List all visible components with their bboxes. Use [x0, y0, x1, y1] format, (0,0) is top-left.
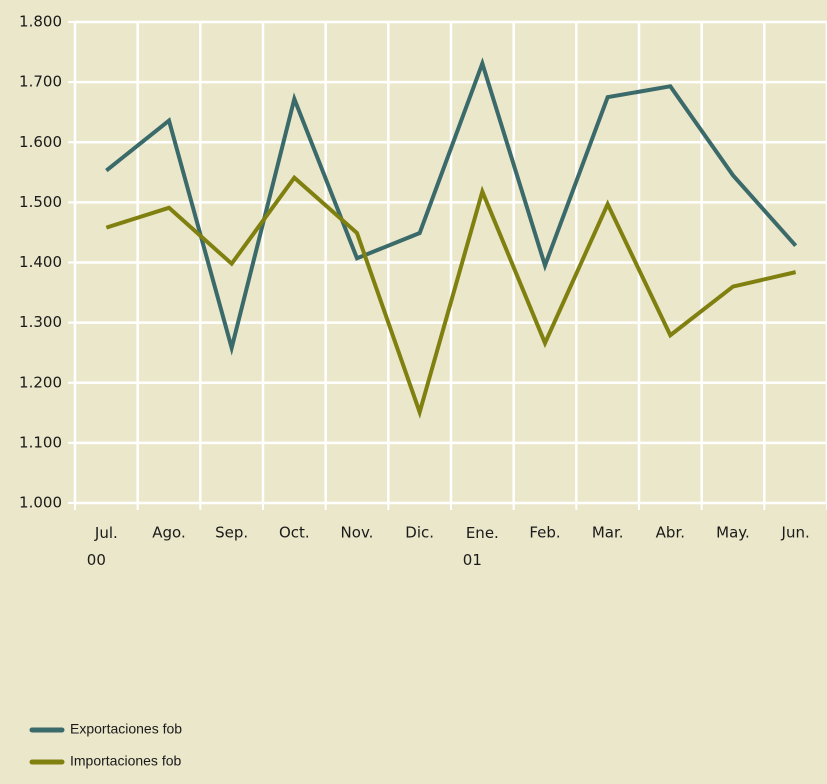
x-tick-label-line: 01: [463, 551, 482, 569]
x-tick-label-line: 00: [87, 551, 106, 569]
y-tick-label: 1.200: [19, 373, 62, 391]
series-line: [105, 174, 797, 419]
x-tick-label-line: Jul.: [94, 524, 118, 542]
y-tick-label: 1.800: [19, 13, 62, 31]
series-line: [105, 57, 798, 356]
y-tick-label: 1.500: [19, 193, 62, 211]
y-tick-label: 1.400: [19, 253, 62, 271]
legend-label: Importaciones fob: [70, 753, 181, 769]
x-tick-label: May.: [716, 524, 750, 542]
x-tick-label: Nov.: [341, 524, 374, 542]
x-tick-label: Sep.: [215, 524, 248, 542]
x-tick-label: Feb.: [529, 524, 560, 542]
y-tick-label: 1.000: [19, 494, 62, 512]
x-tick-label: Dic.: [405, 524, 434, 542]
y-tick-label: 1.700: [19, 73, 62, 91]
x-tick-label-line: Ene.: [466, 524, 499, 542]
x-tick-label: Ene. 01: [463, 524, 499, 569]
x-tick-label: Abr.: [656, 524, 685, 542]
x-tick-label: Oct.: [279, 524, 310, 542]
x-tick-label: Mar.: [592, 524, 624, 542]
x-tick-label: Ago.: [152, 524, 185, 542]
x-tick-label: Jul. 00: [87, 524, 118, 569]
x-tick-label: Jun.: [781, 524, 810, 542]
y-tick-label: 1.100: [19, 433, 62, 451]
legend-label: Exportaciones fob: [70, 721, 182, 737]
y-tick-label: 1.600: [19, 133, 62, 151]
y-tick-label: 1.300: [19, 313, 62, 331]
